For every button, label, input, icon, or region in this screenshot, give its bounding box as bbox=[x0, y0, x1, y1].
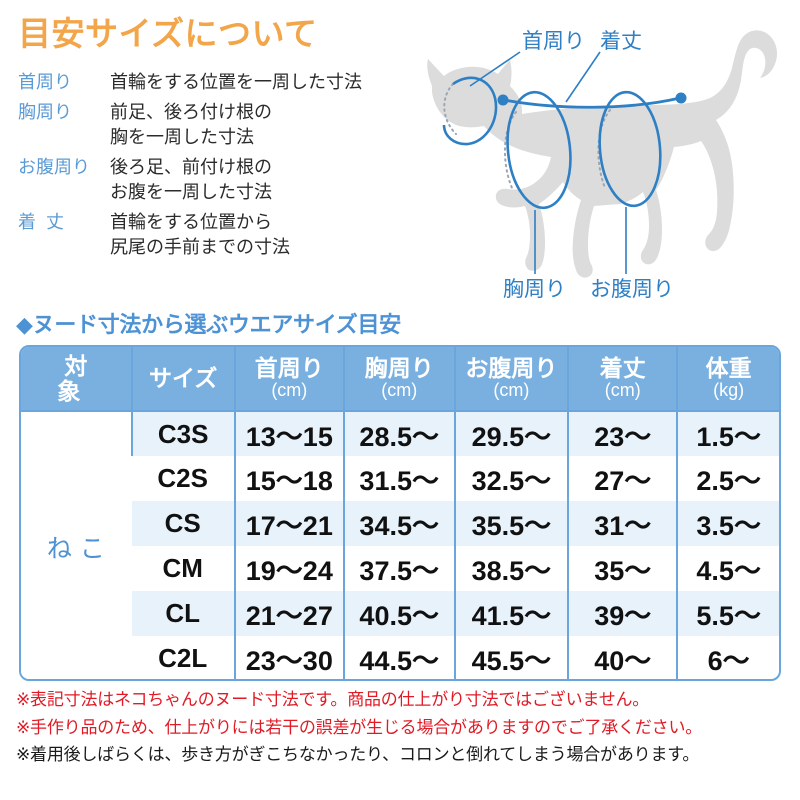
definition-term-chest: 胸周り bbox=[18, 101, 72, 122]
belly-measure-loop bbox=[598, 90, 662, 208]
cell-weight: 1.5～ bbox=[676, 411, 779, 456]
cell-chest: 34.5～ bbox=[342, 501, 455, 546]
table-row: CM 19～24 37.5～ 38.5～ 35～ 4.5～ bbox=[21, 546, 779, 591]
th-neck: 首周り (cm) bbox=[233, 347, 344, 412]
cell-belly: 38.5～ bbox=[453, 546, 569, 591]
cell-belly: 35.5～ bbox=[453, 501, 569, 546]
cell-neck: 15～18 bbox=[233, 456, 344, 501]
table-row: CS 17～21 34.5～ 35.5～ 31～ 3.5～ bbox=[21, 501, 779, 546]
cell-neck: 23～30 bbox=[233, 636, 344, 679]
th-chest-unit: (cm) bbox=[381, 380, 418, 401]
definition-term-length: 着丈 bbox=[18, 211, 74, 232]
th-weight: 体重 (kg) bbox=[676, 347, 779, 412]
cell-weight: 5.5～ bbox=[676, 591, 779, 636]
definition-row: 胸周り 前足、後ろ付け根の 胸を一周した寸法 bbox=[18, 100, 418, 151]
table-row: C2L 23～30 44.5～ 45.5～ 40～ 6～ bbox=[21, 636, 779, 679]
cell-length: 39～ bbox=[567, 591, 678, 636]
table-row: C2S 15～18 31.5～ 32.5～ 27～ 2.5～ bbox=[21, 456, 779, 501]
definition-desc-length: 首輪をする位置から 尻尾の手前までの寸法 bbox=[110, 211, 290, 258]
table-header-row: 対 象 サイズ 首周り (cm) 胸周り (cm) お腹周り bbox=[21, 347, 779, 412]
footnote-1: ※表記寸法はネコちゃんのヌード寸法です。商品の仕上がり寸法ではございません。 bbox=[16, 690, 650, 709]
cell-size: CL bbox=[131, 591, 235, 636]
th-neck-label: 首周り bbox=[254, 355, 324, 382]
cell-size: C2L bbox=[158, 643, 208, 673]
cell-weight: 3.5～ bbox=[676, 501, 779, 546]
cell-weight: 2.5～ bbox=[676, 456, 779, 501]
table-row: ねこ C3S 13～15 28.5～ 29.5～ 23～ 1.5～ bbox=[21, 411, 779, 679]
table-body: ねこ C3S 13～15 28.5～ 29.5～ 23～ 1.5～ C2S 15… bbox=[21, 411, 779, 679]
definition-desc-chest: 前足、後ろ付け根の 胸を一周した寸法 bbox=[110, 101, 272, 148]
cell-belly: 29.5～ bbox=[453, 411, 569, 456]
cell-weight: 6～ bbox=[676, 636, 779, 679]
cell-size: CS bbox=[131, 501, 235, 546]
th-belly-unit: (cm) bbox=[493, 380, 530, 401]
th-neck-unit: (cm) bbox=[271, 380, 308, 401]
definition-term-belly: お腹周り bbox=[18, 156, 90, 177]
cell-chest: 28.5～ bbox=[342, 411, 455, 456]
cell-belly: 41.5～ bbox=[453, 591, 569, 636]
diagram-label-neck: 首周り bbox=[522, 30, 585, 53]
cell-length: 40～ bbox=[567, 636, 678, 679]
cell-neck: 21～27 bbox=[233, 591, 344, 636]
th-size-label: サイズ bbox=[149, 365, 218, 392]
cell-weight: 4.5～ bbox=[676, 546, 779, 591]
section-heading: ◆ヌード寸法から選ぶウエアサイズ目安 bbox=[16, 312, 401, 337]
definition-term-neck: 首周り bbox=[18, 72, 72, 92]
cell-length: 31～ bbox=[567, 501, 678, 546]
cell-neck: 13～15 bbox=[233, 411, 344, 456]
footnotes: ※表記寸法はネコちゃんのヌード寸法です。商品の仕上がり寸法ではございません。 ※… bbox=[16, 686, 788, 769]
definition-row: お腹周り 後ろ足、前付け根の お腹を一周した寸法 bbox=[18, 155, 418, 206]
cell-belly: 45.5～ bbox=[453, 636, 569, 679]
cell-size: C2S bbox=[157, 463, 208, 493]
th-size: サイズ bbox=[130, 347, 235, 412]
cell-neck: 17～21 bbox=[233, 501, 344, 546]
definition-desc-belly: 後ろ足、前付け根の お腹を一周した寸法 bbox=[110, 156, 272, 203]
th-chest: 胸周り (cm) bbox=[342, 347, 455, 412]
th-weight-unit: (kg) bbox=[713, 380, 745, 401]
length-measure-line bbox=[497, 92, 687, 109]
cell-neck: 19～24 bbox=[233, 546, 344, 591]
size-table-container: 対 象 サイズ 首周り (cm) 胸周り (cm) お腹周り bbox=[19, 345, 781, 681]
cell-length: 27～ bbox=[567, 456, 678, 501]
definition-row: 首周り 首輪をする位置を一周した寸法 bbox=[18, 70, 418, 96]
cell-length: 35～ bbox=[567, 546, 678, 591]
leader-lines bbox=[469, 51, 627, 274]
cat-measurement-diagram: 首周り 着丈 胸周り お腹周り bbox=[398, 2, 800, 310]
th-length-label: 着丈 bbox=[599, 355, 646, 382]
th-chest-label: 胸周り bbox=[364, 355, 434, 382]
chest-measure-loop bbox=[506, 90, 572, 210]
diagram-label-chest: 胸周り bbox=[503, 278, 566, 301]
cat-silhouette-icon bbox=[427, 30, 778, 278]
diagram-label-length: 着丈 bbox=[600, 30, 642, 53]
cell-chest: 31.5～ bbox=[342, 456, 455, 501]
definition-row: 着丈 首輪をする位置から 尻尾の手前までの寸法 bbox=[18, 210, 418, 261]
cell-belly: 32.5～ bbox=[453, 456, 569, 501]
th-weight-label: 体重 bbox=[705, 355, 752, 382]
th-length: 着丈 (cm) bbox=[567, 347, 678, 412]
cell-length: 23～ bbox=[567, 411, 678, 456]
size-table: 対 象 サイズ 首周り (cm) 胸周り (cm) お腹周り bbox=[21, 347, 779, 679]
cell-chest: 44.5～ bbox=[342, 636, 455, 679]
cell-size: CM bbox=[162, 553, 203, 583]
cell-chest: 37.5～ bbox=[342, 546, 455, 591]
th-belly: お腹周り (cm) bbox=[453, 347, 569, 412]
th-length-unit: (cm) bbox=[604, 380, 641, 401]
measurement-definitions: 首周り 首輪をする位置を一周した寸法 胸周り 前足、後ろ付け根の 胸を一周した寸… bbox=[18, 70, 418, 265]
th-target-label: 対 象 bbox=[57, 352, 139, 404]
table-row: CL 21～27 40.5～ 41.5～ 39～ 5.5～ bbox=[21, 591, 779, 636]
diagram-label-belly: お腹周り bbox=[590, 278, 674, 301]
footnote-3: ※着用後しばらくは、歩き方がぎこちなかったり、コロンと倒れてしまう場合があります… bbox=[16, 745, 700, 765]
definition-desc-neck: 首輪をする位置を一周した寸法 bbox=[110, 72, 362, 92]
th-belly-label: お腹周り bbox=[465, 355, 558, 382]
footnote-2: ※手作り品のため、仕上がりには若干の誤差が生じる場合がありますのでご了承ください… bbox=[16, 717, 703, 737]
target-cell-neko: ねこ bbox=[21, 411, 132, 679]
cell-size: C3S bbox=[130, 411, 235, 456]
cell-chest: 40.5～ bbox=[342, 591, 455, 636]
th-target: 対 象 bbox=[21, 347, 132, 412]
page-title: 目安サイズについて bbox=[18, 15, 318, 52]
